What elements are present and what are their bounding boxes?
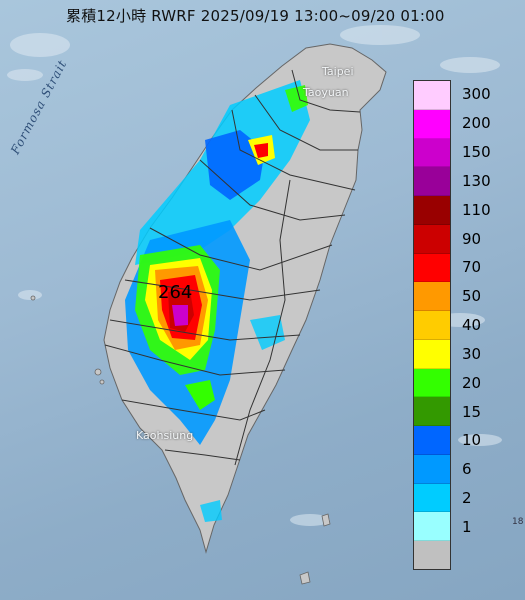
legend-swatch: [414, 512, 450, 542]
legend-label: 15: [462, 402, 482, 421]
legend-label: 200: [462, 114, 491, 133]
legend-swatch: [414, 282, 450, 312]
place-label-taoyuan: Taoyuan: [303, 86, 349, 99]
legend-label: [462, 541, 512, 570]
legend-label: 90: [462, 229, 482, 248]
map-title: 累積12小時 RWRF 2025/09/19 13:00~09/20 01:00: [66, 7, 445, 25]
legend-swatch: [414, 339, 450, 369]
offshore-islands: [30, 295, 331, 585]
legend-labels: 300 200 150 130 110 90 70 50 40 30 20 15 10 6 2 1: [462, 80, 512, 570]
place-label-kaohsiung: Kaohsiung: [136, 429, 194, 442]
edge-label: 18: [512, 517, 524, 527]
legend-swatch: [414, 483, 450, 513]
cloud-layer: [7, 25, 502, 526]
legend-swatch: [414, 81, 450, 110]
legend-swatch: [414, 311, 450, 340]
legend-swatch: [414, 253, 450, 283]
legend-swatch: [414, 426, 450, 455]
county-boundaries: [104, 69, 361, 466]
legend-label: 1: [462, 517, 472, 536]
legend-label: 40: [462, 316, 482, 335]
legend-swatch: [414, 196, 450, 225]
legend-swatch: [414, 167, 450, 197]
legend-label: 6: [462, 460, 472, 479]
legend-label: 20: [462, 373, 482, 392]
legend-swatch: [414, 224, 450, 254]
legend-label: 70: [462, 258, 482, 277]
legend-label: 300: [462, 85, 491, 104]
legend-swatch: [414, 138, 450, 168]
legend-swatch: [414, 541, 450, 570]
legend-label: 2: [462, 489, 472, 507]
legend-label: 30: [462, 344, 482, 363]
legend-label: 130: [462, 171, 491, 190]
legend-swatch: [414, 397, 450, 427]
legend-colorbar: [413, 80, 451, 570]
legend-label: 10: [462, 431, 482, 450]
legend-label: 50: [462, 287, 482, 306]
max-rainfall-value: 264: [158, 282, 193, 303]
legend-swatch: [414, 454, 450, 484]
legend-label: 110: [462, 200, 491, 219]
legend-swatch: [414, 368, 450, 398]
place-label-taipei: Taipei: [322, 65, 354, 78]
legend-swatch: [414, 109, 450, 139]
legend-label: 150: [462, 143, 491, 162]
